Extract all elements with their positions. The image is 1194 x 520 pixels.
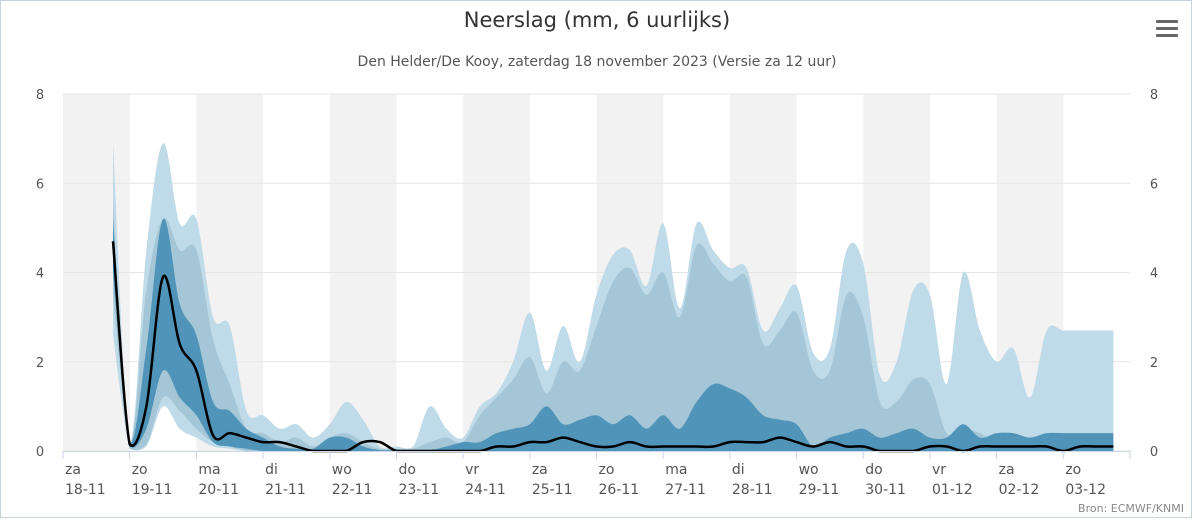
x-tick-label-date: 02-12 [999, 482, 1040, 498]
x-tick-label-date: 25-11 [532, 482, 573, 498]
x-tick-label-date: 20-11 [198, 482, 239, 498]
x-tick-label-date: 30-11 [865, 482, 906, 498]
x-tick-label-date: 01-12 [932, 482, 973, 498]
y-tick-label-right: 0 [1150, 445, 1158, 460]
x-tick-label-day: zo [132, 462, 148, 478]
y-tick-label-left: 6 [36, 177, 44, 192]
x-tick-label-day: wo [799, 462, 819, 478]
x-tick-label-day: vr [465, 462, 479, 478]
chart-title: Neerslag (mm, 6 uurlijks) [463, 8, 731, 32]
x-tick-label-day: zo [1065, 462, 1081, 478]
x-tick-label-day: wo [332, 462, 352, 478]
band-inner [113, 218, 1114, 451]
x-tick-label-day: za [65, 462, 81, 478]
x-tick-label-date: 03-12 [1065, 482, 1106, 498]
y-tick-label-left: 0 [36, 445, 44, 460]
x-tick-label-day: di [732, 462, 745, 478]
y-tick-label-left: 2 [36, 356, 44, 371]
x-tick-label-date: 22-11 [332, 482, 373, 498]
x-tick-label-date: 23-11 [398, 482, 439, 498]
x-tick-label-day: do [865, 462, 882, 478]
x-tick-label-day: za [999, 462, 1015, 478]
band-middle [113, 205, 1114, 451]
x-tick-label-date: 24-11 [465, 482, 506, 498]
x-tick-label-date: 19-11 [132, 482, 173, 498]
x-tick-label-day: ma [665, 462, 687, 478]
x-tick-label-date: 28-11 [732, 482, 773, 498]
y-tick-label-right: 8 [1150, 88, 1158, 103]
y-tick-label-left: 8 [36, 88, 44, 103]
x-tick-label-date: 27-11 [665, 482, 706, 498]
x-tick-label-date: 21-11 [265, 482, 306, 498]
x-tick-label-day: do [398, 462, 415, 478]
y-tick-label-right: 2 [1150, 356, 1158, 371]
x-tick-label-date: 18-11 [65, 482, 106, 498]
y-tick-label-right: 4 [1150, 267, 1158, 282]
x-tick-label-day: vr [932, 462, 946, 478]
x-tick-label-day: ma [198, 462, 220, 478]
x-tick-label-date: 26-11 [599, 482, 640, 498]
x-tick-label-day: di [265, 462, 278, 478]
y-tick-label-right: 6 [1150, 177, 1158, 192]
x-tick-label-date: 29-11 [799, 482, 840, 498]
hamburger-menu-icon[interactable] [1156, 20, 1178, 38]
y-tick-label-left: 4 [36, 267, 44, 282]
source-credit: Bron: ECMWF/KNMI [1078, 502, 1184, 515]
x-tick-label-day: zo [599, 462, 615, 478]
median-line [111, 241, 1114, 453]
x-tick-label-day: za [532, 462, 548, 478]
chart-subtitle: Den Helder/De Kooy, zaterdag 18 november… [357, 54, 837, 70]
